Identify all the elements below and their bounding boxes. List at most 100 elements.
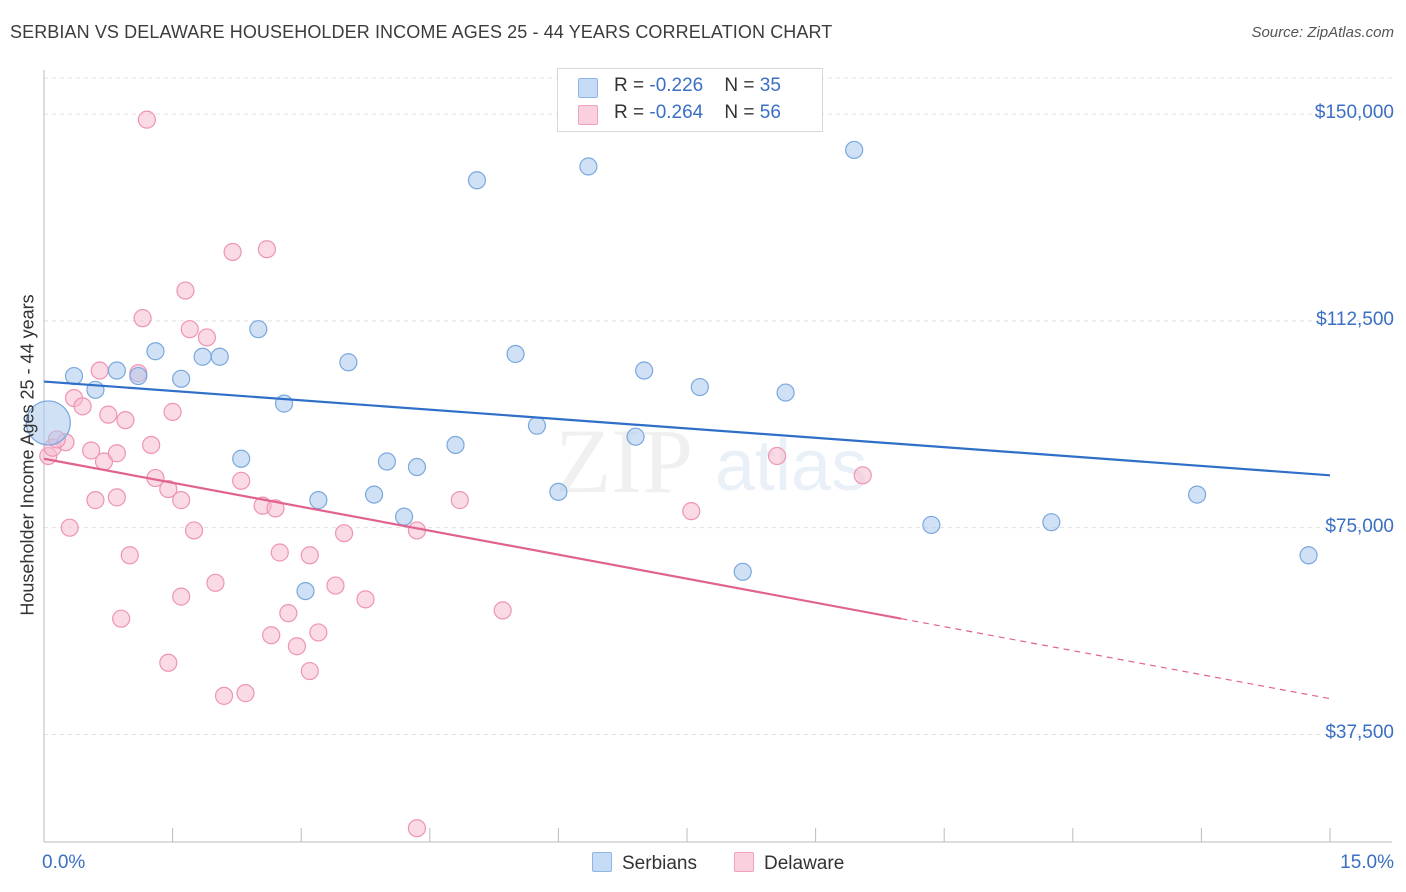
delaware-point-54 — [853, 466, 872, 485]
delaware-point-22 — [159, 653, 178, 672]
delaware-point-27 — [180, 320, 199, 339]
delaware-point-3 — [60, 518, 79, 537]
x-tick-min: 0.0% — [42, 852, 86, 873]
serbians-point-34 — [1299, 546, 1318, 565]
serbians-point-5 — [146, 342, 165, 361]
serbians-points — [25, 140, 1318, 601]
delaware-point-12 — [107, 444, 126, 463]
delaware-point-34 — [236, 684, 255, 703]
serbians-point-30 — [845, 140, 864, 160]
serbians-point-4 — [129, 366, 148, 386]
delaware-point-32 — [223, 242, 242, 262]
legend-n-value: 35 — [759, 75, 781, 96]
delaware-point-52 — [682, 502, 701, 521]
delaware-point-7 — [90, 361, 109, 380]
serbians-point-25 — [626, 427, 645, 446]
serbians-point-15 — [364, 485, 384, 504]
source-credit: Source: ZipAtlas.com — [1251, 24, 1394, 41]
delaware-point-31 — [214, 686, 234, 705]
serbians-point-20 — [467, 171, 487, 190]
delaware-point-25 — [172, 587, 191, 606]
delaware-point-11 — [107, 488, 126, 507]
serbians-point-10 — [249, 320, 268, 339]
y-tick-label-1: $112,500 — [1316, 308, 1394, 330]
delaware-legend-label: Delaware — [764, 853, 845, 874]
serbians-point-23 — [549, 482, 568, 501]
bottom-legend-serbians: Serbians — [592, 852, 697, 875]
delaware-point-14 — [116, 411, 135, 430]
serbians-point-14 — [339, 353, 358, 372]
delaware-point-51 — [493, 601, 512, 620]
delaware-point-45 — [326, 576, 345, 595]
serbians-point-31 — [922, 515, 941, 535]
serbians-trend-line — [43, 380, 1331, 477]
delaware-point-50 — [450, 491, 469, 510]
y-tick-label-2: $75,000 — [1325, 515, 1394, 537]
delaware-point-18 — [137, 110, 156, 129]
delaware-point-53 — [767, 446, 787, 466]
delaware-point-43 — [300, 546, 319, 565]
delaware-point-23 — [163, 402, 182, 421]
watermark-zip: ZIP — [555, 410, 693, 512]
chart-title: SERBIAN VS DELAWARE HOUSEHOLDER INCOME A… — [10, 22, 833, 42]
delaware-point-19 — [142, 435, 161, 455]
serbians-point-29 — [776, 383, 795, 402]
delaware-point-29 — [197, 328, 216, 347]
delaware-point-49 — [407, 819, 427, 838]
delaware-point-6 — [82, 441, 101, 460]
legend-n-value: 56 — [759, 102, 781, 123]
delaware-swatch — [578, 105, 598, 125]
serbians-point-19 — [446, 435, 465, 455]
serbians-point-8 — [210, 347, 229, 366]
serbians-point-21 — [506, 344, 525, 364]
delaware-point-30 — [206, 573, 225, 592]
watermark-atlas: atlas — [715, 426, 867, 506]
serbians-point-1 — [64, 366, 84, 386]
delaware-legend-swatch — [734, 852, 754, 872]
serbians-point-33 — [1188, 485, 1207, 504]
y-axis-label: Householder Income Ages 25 - 44 years — [17, 294, 38, 616]
delaware-trend-extension — [901, 618, 1331, 700]
delaware-point-33 — [232, 471, 251, 490]
serbians-point-7 — [193, 347, 212, 366]
serbians-point-28 — [733, 562, 752, 581]
legend-r-value: -0.264 — [649, 102, 704, 123]
delaware-point-28 — [184, 521, 204, 540]
delaware-point-40 — [279, 604, 298, 623]
serbians-point-0 — [25, 400, 71, 446]
serbians-point-12 — [296, 581, 315, 601]
delaware-point-21 — [159, 479, 178, 499]
delaware-point-38 — [266, 499, 285, 518]
delaware-points — [39, 110, 872, 838]
serbians-point-32 — [1042, 513, 1061, 532]
delaware-point-47 — [356, 590, 375, 609]
delaware-point-13 — [112, 609, 131, 628]
delaware-point-46 — [334, 524, 354, 543]
bottom-legend-delaware: Delaware — [734, 852, 844, 875]
delaware-point-42 — [300, 661, 319, 681]
serbians-legend-swatch — [592, 852, 612, 872]
serbians-point-16 — [377, 452, 397, 471]
delaware-point-5 — [73, 397, 92, 416]
delaware-point-24 — [172, 491, 191, 510]
x-tick-max: 15.0% — [1340, 852, 1394, 873]
serbians-point-17 — [394, 507, 414, 526]
serbians-point-18 — [407, 457, 427, 477]
delaware-point-41 — [287, 637, 307, 656]
legend-n-label: N = — [724, 102, 760, 123]
serbians-legend-label: Serbians — [622, 853, 697, 874]
legend-r-value: -0.226 — [649, 75, 704, 96]
correlation-legend: R = -0.226 N = 35 R = -0.264 N = 56 — [557, 68, 823, 132]
serbians-point-13 — [309, 491, 328, 510]
delaware-point-36 — [257, 240, 277, 259]
legend-r-label: R = — [614, 102, 650, 123]
serbians-point-24 — [579, 157, 598, 176]
serbians-point-22 — [527, 416, 547, 435]
delaware-point-17 — [133, 309, 152, 328]
y-tick-label-0: $150,000 — [1314, 102, 1394, 124]
delaware-point-10 — [99, 405, 118, 424]
serbians-point-3 — [107, 361, 126, 380]
trend-lines — [43, 380, 1331, 700]
delaware-point-39 — [270, 543, 289, 562]
